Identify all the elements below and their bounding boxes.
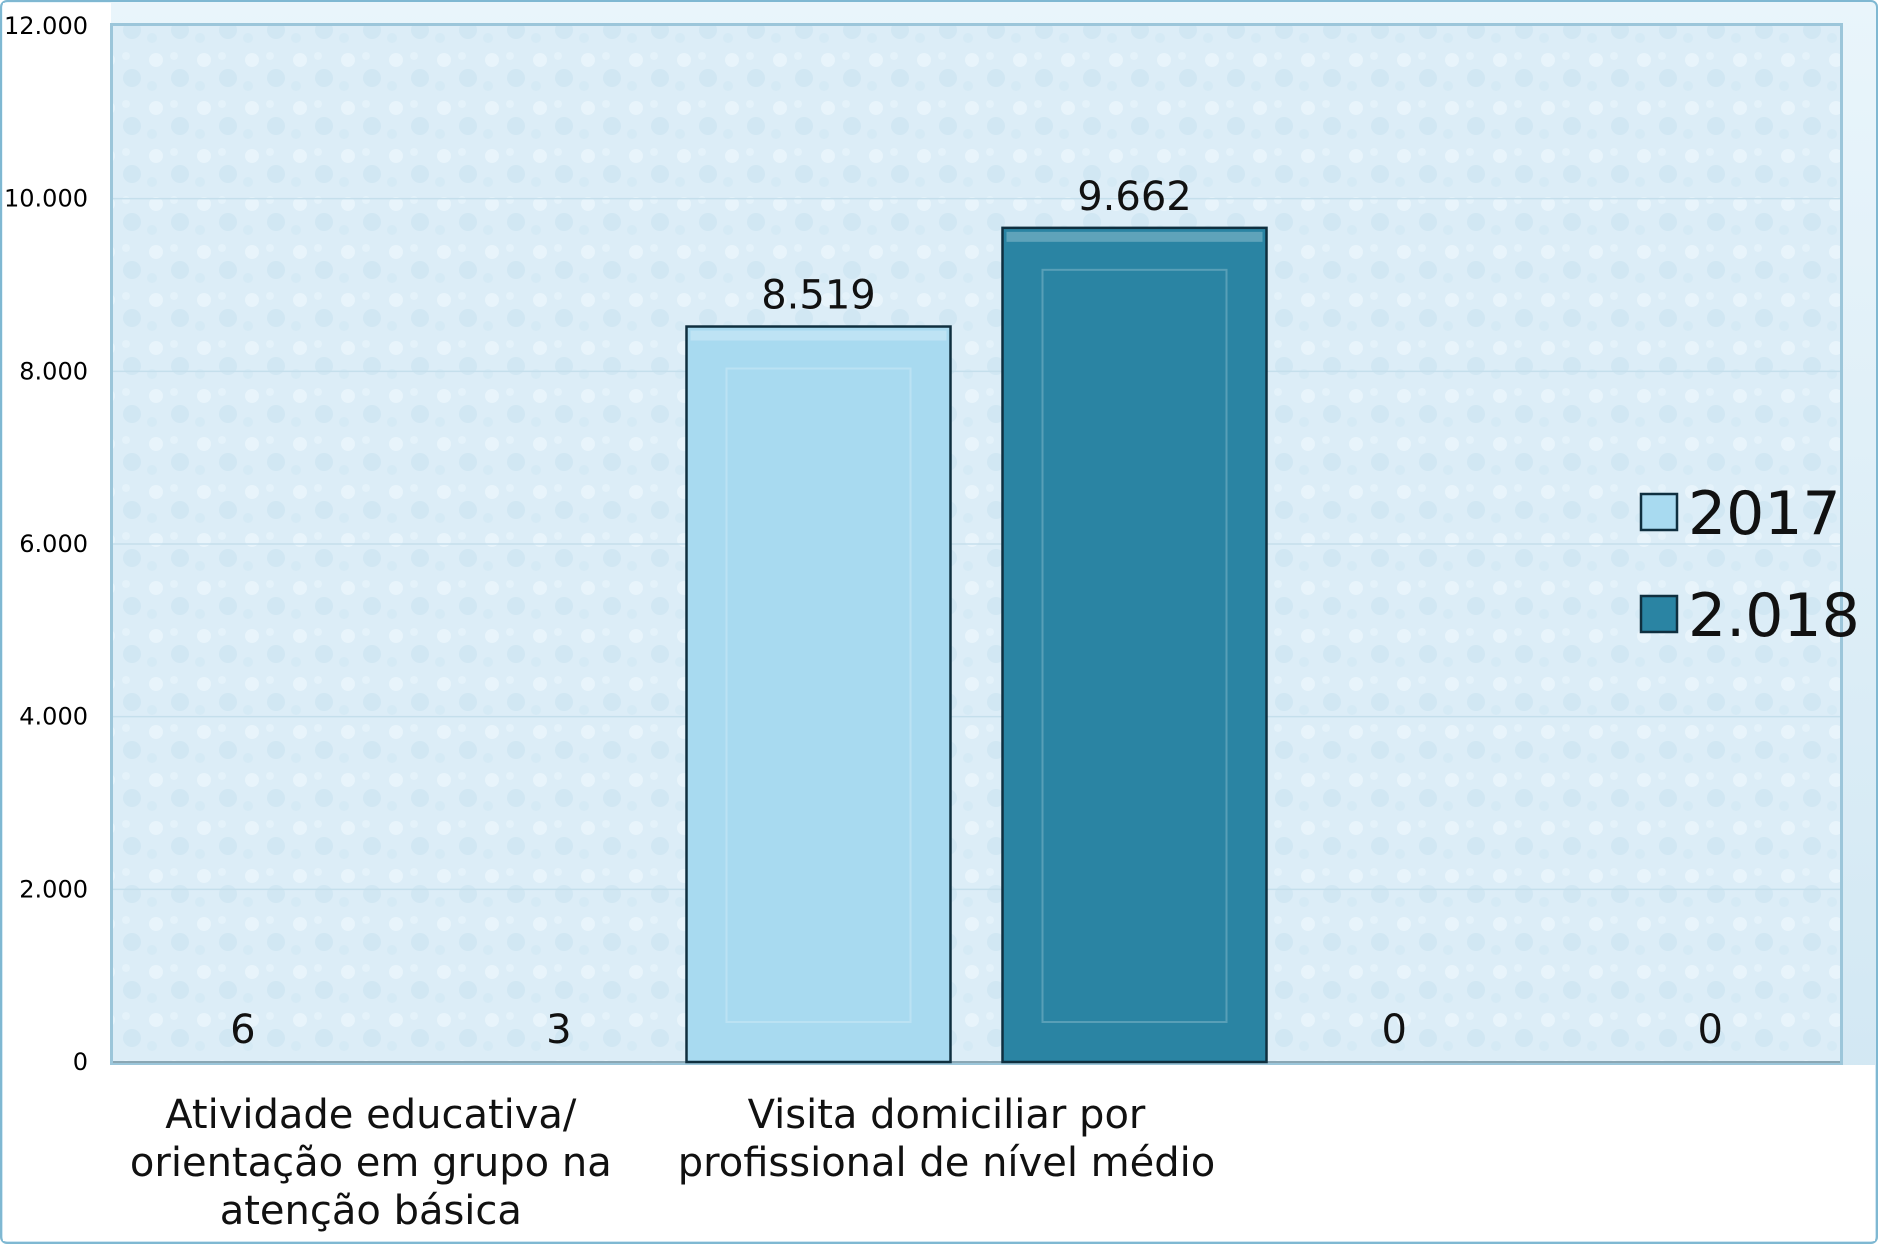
bar-highlight bbox=[1006, 231, 1263, 242]
data-label: 9.662 bbox=[1077, 174, 1192, 220]
data-label: 0 bbox=[1381, 1007, 1406, 1053]
category-labels: Atividade educativa/orientação em grupo … bbox=[130, 1092, 1215, 1234]
category-label: orientação em grupo na bbox=[130, 1140, 612, 1186]
category-label: Atividade educativa/ bbox=[165, 1092, 577, 1138]
data-label: 3 bbox=[546, 1007, 571, 1053]
left-axis-area bbox=[3, 3, 111, 1065]
legend-label: 2.018 bbox=[1688, 581, 1860, 651]
y-tick-label: 2.000 bbox=[19, 875, 88, 903]
data-labels: 6 3 8.519 9.662 0 0 bbox=[230, 174, 1723, 1053]
y-tick-label: 8.000 bbox=[19, 357, 88, 385]
gridlines bbox=[113, 197, 1840, 1063]
y-axis-ticks: 0 2.000 4.000 6.000 8.000 10.000 12.000 bbox=[4, 12, 88, 1076]
legend-label: 2017 bbox=[1688, 479, 1841, 549]
legend: 2017 2.018 bbox=[1639, 479, 1860, 651]
data-label: 0 bbox=[1697, 1007, 1722, 1053]
data-label: 6 bbox=[230, 1007, 255, 1053]
category-label: atenção básica bbox=[220, 1188, 522, 1234]
y-tick-label: 0 bbox=[73, 1048, 88, 1076]
bar-2.018 bbox=[1001, 226, 1268, 1064]
bar-bevel bbox=[725, 367, 912, 1024]
label-area bbox=[3, 1065, 1875, 1241]
legend-swatch bbox=[1639, 594, 1679, 634]
y-tick-label: 10.000 bbox=[4, 185, 88, 213]
bar-bevel bbox=[1041, 268, 1228, 1023]
category-label: profissional de nível médio bbox=[678, 1140, 1215, 1186]
y-tick-label: 12.000 bbox=[4, 12, 88, 40]
y-tick-label: 6.000 bbox=[19, 530, 88, 558]
data-label: 8.519 bbox=[761, 273, 876, 319]
bar-2017 bbox=[685, 325, 952, 1064]
bar-highlight bbox=[690, 330, 947, 341]
bars bbox=[685, 226, 1268, 1064]
y-tick-label: 4.000 bbox=[19, 703, 88, 731]
category-label: Visita domiciliar por bbox=[748, 1092, 1146, 1138]
legend-swatch bbox=[1639, 492, 1679, 532]
